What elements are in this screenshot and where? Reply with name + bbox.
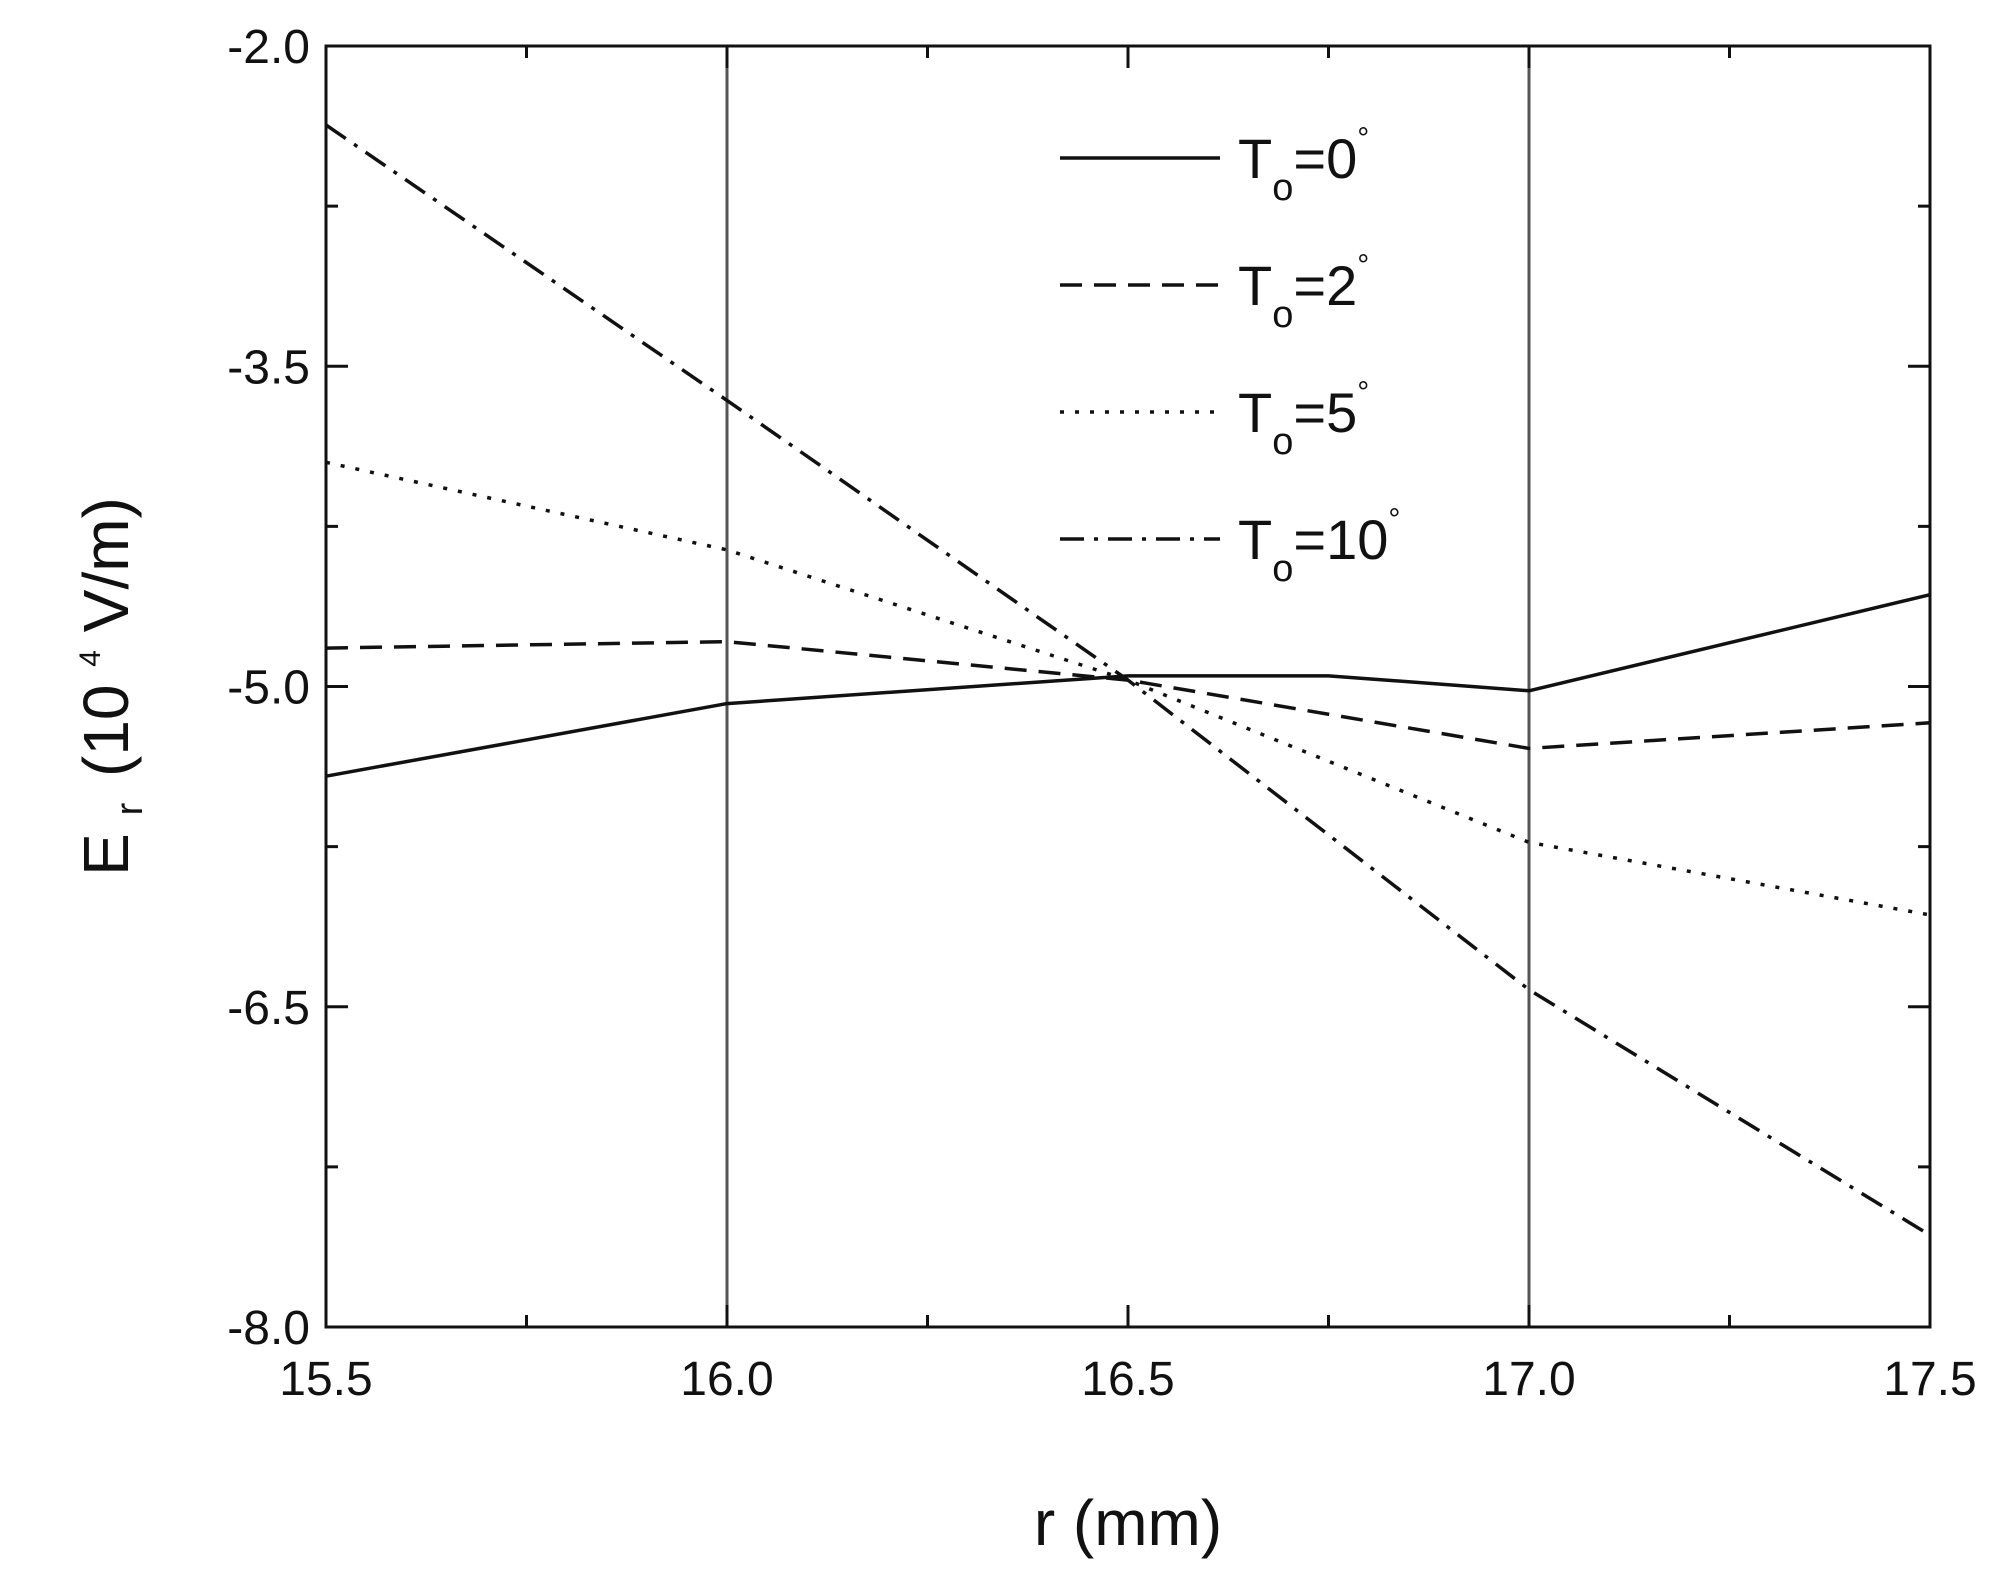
x-tick-label: 17.0 bbox=[1482, 1353, 1575, 1406]
legend-label-3: To=10° bbox=[1238, 503, 1400, 590]
series-line-2 bbox=[325, 460, 1931, 917]
x-tick-label: 16.5 bbox=[1081, 1353, 1174, 1406]
legend-label-2: To=5° bbox=[1238, 376, 1369, 463]
reference-lines bbox=[725, 46, 1531, 1327]
x-tick-label: 15.5 bbox=[279, 1353, 372, 1406]
series-lines bbox=[325, 123, 1931, 1237]
y-tick-label: -2.0 bbox=[227, 21, 310, 74]
y-tick-label: -8.0 bbox=[227, 1302, 310, 1355]
x-tick-labels: 15.5 16.0 16.5 17.0 17.5 bbox=[279, 1353, 1976, 1406]
legend: To=0° To=2° To=5° To=10° bbox=[1060, 122, 1400, 590]
x-tick-label: 16.0 bbox=[680, 1353, 773, 1406]
y-tick-label: -5.0 bbox=[227, 662, 310, 715]
y-axis-title: E r (10 4 V/m) bbox=[42, 497, 156, 876]
axis-ticks bbox=[324, 44, 1932, 1329]
legend-label-0: To=0° bbox=[1238, 122, 1369, 209]
legend-label-1: To=2° bbox=[1238, 249, 1369, 336]
y-axis-subscript: r bbox=[109, 802, 151, 815]
y-axis-symbol: E bbox=[70, 833, 142, 876]
y-axis-unit-prefix: (10 bbox=[70, 684, 142, 777]
svg-text:E r (10 4: E r (10 4 V/m) bbox=[42, 497, 156, 876]
x-tick-label: 17.5 bbox=[1883, 1353, 1976, 1406]
x-axis-title: r (mm) bbox=[1034, 1487, 1222, 1559]
y-tick-label: -3.5 bbox=[227, 341, 310, 394]
y-axis-unit-suffix: V/m) bbox=[70, 497, 142, 632]
plot-area-frame bbox=[324, 44, 1932, 1329]
y-tick-label: -6.5 bbox=[227, 982, 310, 1035]
series-line-3 bbox=[325, 123, 1931, 1237]
series-line-0 bbox=[325, 592, 1931, 778]
y-tick-labels: -2.0 -3.5 -5.0 -6.5 -8.0 bbox=[227, 21, 310, 1355]
y-axis-exponent: 4 bbox=[74, 650, 107, 667]
